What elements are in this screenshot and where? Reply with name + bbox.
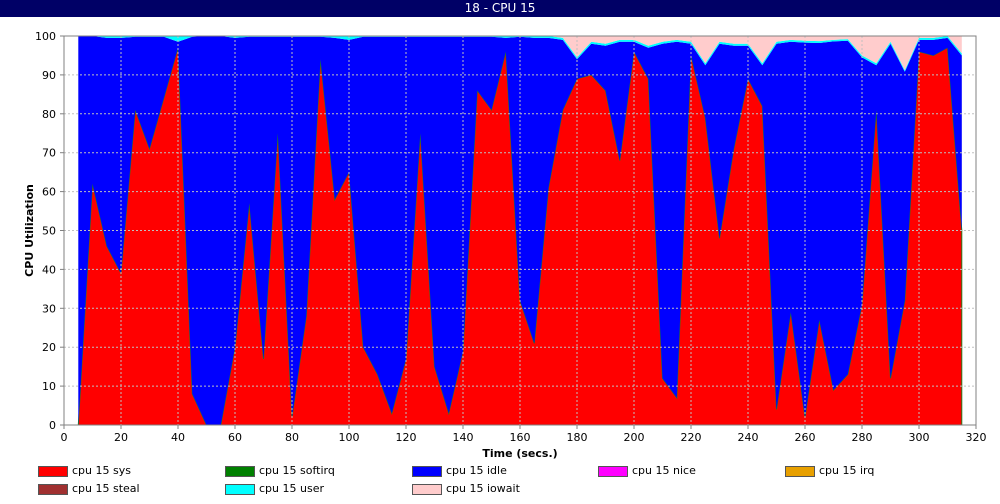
cpu-utilization-chart: 0 10 20 30 40 50 60 70 80 90 100 0 20 40 60 80 100 120 140…: [23, 30, 987, 460]
y-tick-label: 40: [42, 263, 56, 276]
legend-swatch: [225, 466, 255, 477]
y-tick-label: 80: [42, 108, 56, 121]
legend-swatch: [785, 466, 815, 477]
legend-label: cpu 15 iowait: [446, 482, 520, 495]
x-tick-label: 320: [966, 431, 987, 444]
x-tick-label: 260: [795, 431, 816, 444]
legend-swatch: [38, 466, 68, 477]
x-tick-label: 200: [624, 431, 645, 444]
x-tick-label: 240: [738, 431, 759, 444]
y-tick-label: 0: [49, 419, 56, 432]
legend-label: cpu 15 steal: [72, 482, 140, 495]
x-tick-label: 280: [852, 431, 873, 444]
x-tick-label: 220: [681, 431, 702, 444]
x-tick-label: 160: [510, 431, 531, 444]
y-tick-label: 60: [42, 186, 56, 199]
y-tick-label: 50: [42, 225, 56, 238]
x-tick-label: 0: [61, 431, 68, 444]
legend-swatch: [412, 466, 442, 477]
legend-swatch: [225, 484, 255, 495]
x-tick-label: 100: [339, 431, 360, 444]
x-tick-label: 40: [171, 431, 185, 444]
x-tick-label: 300: [909, 431, 930, 444]
x-tick-label: 60: [228, 431, 242, 444]
legend-swatch: [412, 484, 442, 495]
y-tick-label: 100: [35, 30, 56, 43]
x-tick-label: 120: [396, 431, 417, 444]
x-axis-label: Time (secs.): [482, 447, 557, 460]
y-axis-label: CPU Utilization: [23, 184, 36, 277]
area-cpu-15-user: [78, 36, 962, 72]
legend-label: cpu 15 irq: [819, 464, 875, 477]
y-tick-label: 70: [42, 147, 56, 160]
chart-legend: cpu 15 sys cpu 15 softirq cpu 15 idle cpu 1…: [0, 462, 1000, 504]
x-tick-label: 180: [567, 431, 588, 444]
window-title: 18 - CPU 15: [0, 0, 1000, 17]
legend-label: cpu 15 nice: [632, 464, 696, 477]
legend-label: cpu 15 sys: [72, 464, 131, 477]
y-tick-label: 20: [42, 341, 56, 354]
legend-swatch: [38, 484, 68, 495]
area-cpu-15-iowait: [78, 36, 962, 71]
y-tick-label: 30: [42, 302, 56, 315]
x-tick-label: 80: [285, 431, 299, 444]
legend-swatch: [598, 466, 628, 477]
legend-label: cpu 15 softirq: [259, 464, 335, 477]
y-tick-label: 10: [42, 380, 56, 393]
legend-label: cpu 15 idle: [446, 464, 507, 477]
x-tick-label: 20: [114, 431, 128, 444]
y-tick-label: 90: [42, 69, 56, 82]
x-tick-label: 140: [453, 431, 474, 444]
legend-label: cpu 15 user: [259, 482, 324, 495]
